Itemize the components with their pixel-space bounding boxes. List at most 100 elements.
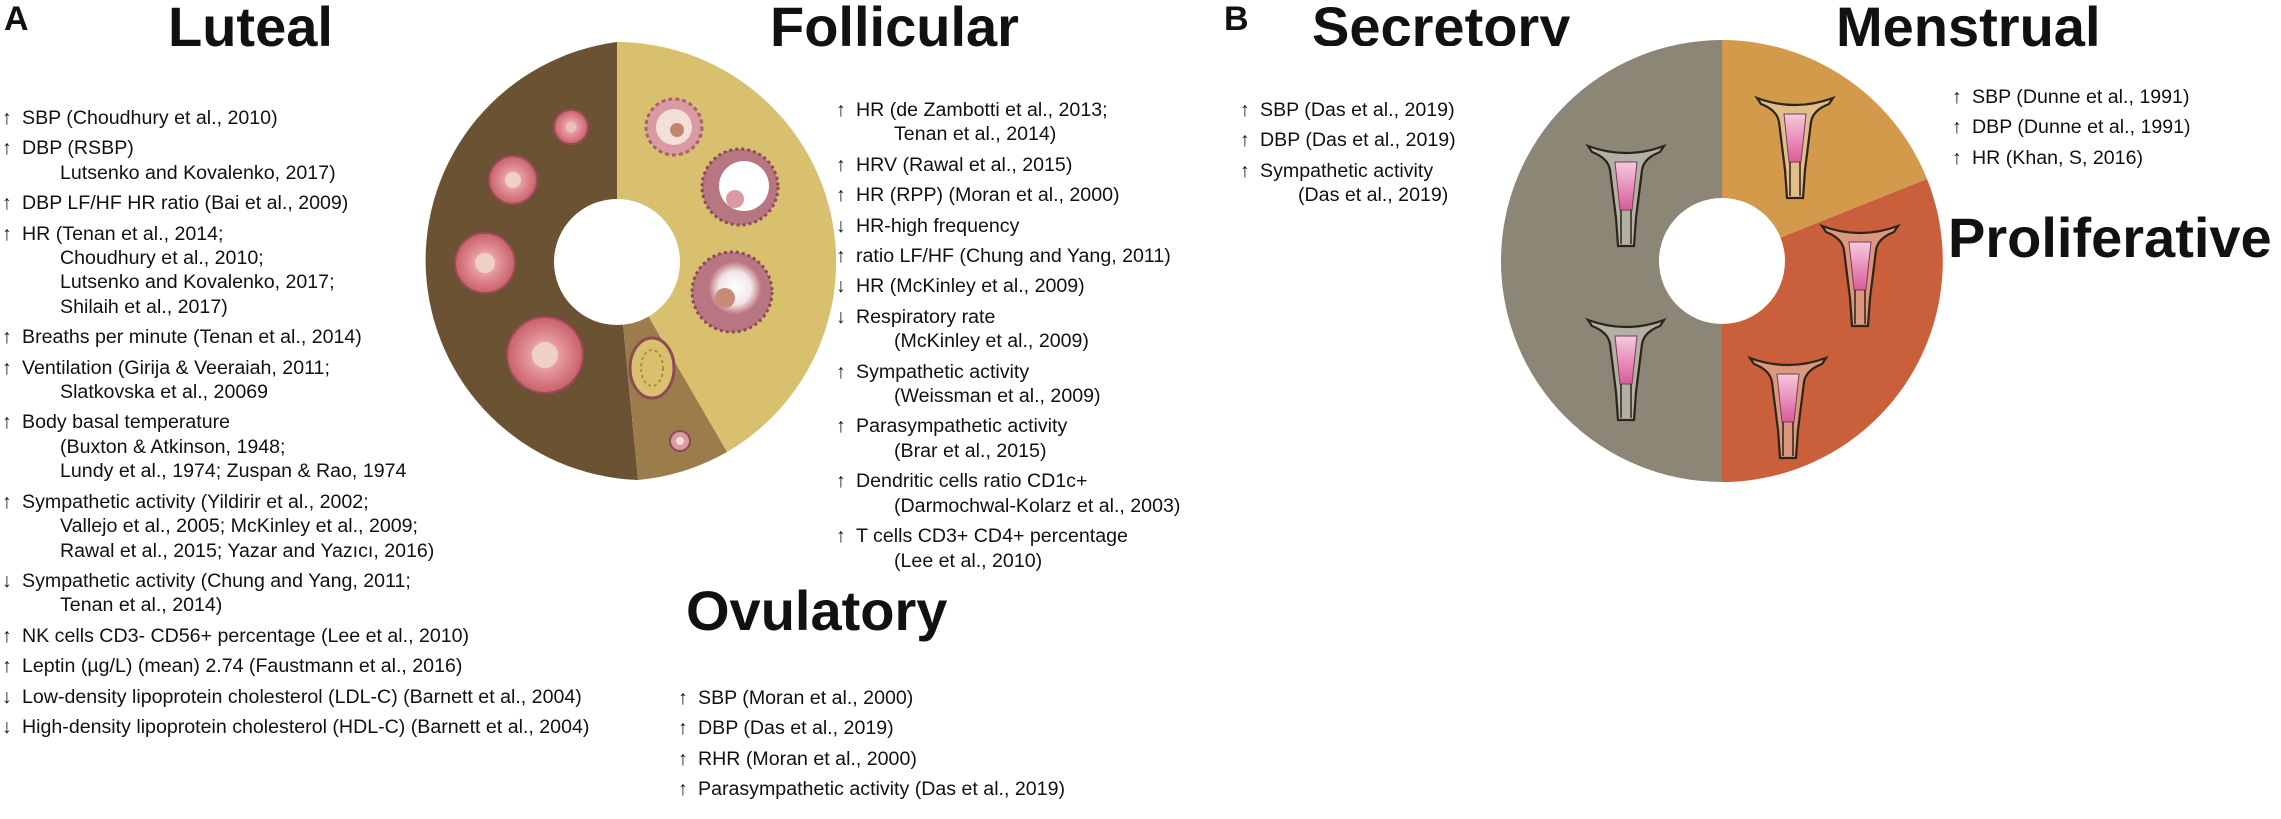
effect-line: ↓ Sympathetic activity (Chung and Yang, 2…: [2, 569, 589, 593]
effect-item: ↑ Leptin (µg/L) (mean) 2.74 (Faustmann et…: [2, 654, 589, 678]
ovulatory-title: Ovulatory: [686, 579, 948, 642]
effect-text: HR (RPP) (Moran et al., 2000): [856, 184, 1120, 207]
up-arrow-icon: ↑: [2, 107, 12, 129]
up-arrow-icon: ↑: [678, 687, 688, 709]
effect-item: ↑ HRV (Rawal et al., 2015): [836, 153, 1180, 177]
effect-item: ↑ NK cells CD3- CD56+ percentage (Lee et …: [2, 624, 589, 648]
effect-text: Tenan et al., 2014): [60, 594, 223, 617]
down-arrow-icon: ↓: [836, 275, 846, 298]
effect-item: ↑ Ventilation (Girija & Veeraiah, 2011; Sl…: [2, 356, 589, 405]
effect-line: ↓ High-density lipoprotein cholesterol (H…: [2, 715, 589, 739]
ovulated-follicle-icon: [628, 336, 676, 400]
effect-text: Low-density lipoprotein cholesterol (LDL…: [22, 685, 582, 708]
effect-item: ↑ HR (Khan, S, 2016): [1952, 146, 2191, 170]
donut-hole: [554, 199, 680, 325]
up-arrow-icon: ↑: [836, 245, 846, 268]
effect-text: High-density lipoprotein cholesterol (HD…: [22, 715, 590, 738]
effect-text: Slatkovska et al., 20069: [60, 381, 269, 404]
effect-line-continued: (Buxton & Atkinson, 1948;: [2, 435, 589, 459]
luteal-title: Luteal: [168, 0, 333, 58]
effect-line-continued: Rawal et al., 2015; Yazar and Yazıcı, 20…: [2, 539, 589, 563]
up-arrow-icon: ↑: [836, 99, 846, 121]
up-arrow-icon: ↑: [2, 490, 12, 513]
effect-text: SBP (Choudhury et al., 2010): [22, 107, 278, 129]
effect-line: ↓ Respiratory rate: [836, 305, 1180, 329]
effect-text: Lutsenko and Kovalenko, 2017;: [60, 271, 335, 294]
effect-line: ↑ HR (RPP) (Moran et al., 2000): [836, 183, 1180, 207]
effect-text: Ventilation (Girija & Veeraiah, 2011;: [22, 356, 330, 379]
effect-line: ↑ DBP (RSBP): [2, 136, 589, 160]
up-arrow-icon: ↑: [678, 747, 688, 770]
menstrual-segment: [1722, 40, 1927, 261]
up-arrow-icon: ↑: [836, 415, 846, 438]
up-arrow-icon: ↑: [836, 184, 846, 207]
effect-text: Vallejo et al., 2005; McKinley et al., 2…: [60, 515, 418, 538]
effect-line: ↑ Dendritic cells ratio CD1c+: [836, 469, 1180, 493]
effect-line-continued: Lutsenko and Kovalenko, 2017;: [2, 270, 589, 294]
effect-item: ↑ Sympathetic activity (Yildirir et al., …: [2, 490, 589, 563]
effect-line: ↑ DBP (Das et al., 2019): [1240, 128, 1456, 152]
effect-item: ↑ DBP (RSBP) Lutsenko and Kovalenko, 2017): [2, 136, 589, 185]
effect-text: DBP LF/HF HR ratio (Bai et al., 2009): [22, 192, 349, 215]
up-arrow-icon: ↑: [2, 222, 12, 245]
effect-item: ↑ SBP (Das et al., 2019): [1240, 98, 1456, 122]
effect-item: ↑ DBP (Das et al., 2019): [1240, 128, 1456, 152]
effect-text: DBP (Das et al., 2019): [698, 717, 894, 740]
effect-text: Sympathetic activity (Yildirir et al., 2…: [22, 490, 369, 513]
effect-text: Rawal et al., 2015; Yazar and Yazıcı, 20…: [60, 539, 435, 562]
effect-line-continued: (McKinley et al., 2009): [836, 329, 1180, 353]
secretory-title: Secretory: [1312, 0, 1571, 46]
effect-line: ↑ HRV (Rawal et al., 2015): [836, 153, 1180, 177]
up-arrow-icon: ↑: [678, 717, 688, 740]
effect-text: (Weissman et al., 2009): [894, 385, 1101, 408]
effect-item: ↑ HR (RPP) (Moran et al., 2000): [836, 183, 1180, 207]
donut-hole: [1659, 198, 1785, 324]
effect-text: HR (Tenan et al., 2014;: [22, 222, 224, 245]
effect-line-continued: (Darmochwal-Kolarz et al., 2003): [836, 494, 1180, 518]
up-arrow-icon: ↑: [836, 470, 846, 493]
effect-text: ratio LF/HF (Chung and Yang, 2011): [856, 245, 1171, 268]
effect-item: ↓ Low-density lipoprotein cholesterol (LD…: [2, 685, 589, 709]
secretory-list: ↑ SBP (Das et al., 2019) ↑ DBP (Das et al.,…: [1240, 98, 1456, 214]
effect-line-continued: (Das et al., 2019): [1240, 183, 1456, 207]
up-arrow-icon: ↑: [2, 192, 12, 215]
effect-text: (Darmochwal-Kolarz et al., 2003): [894, 494, 1181, 517]
effect-text: Breaths per minute (Tenan et al., 2014): [22, 326, 362, 349]
menstrual-title: Menstrual: [1836, 0, 2101, 58]
effect-text: Sympathetic activity (Chung and Yang, 20…: [22, 569, 411, 592]
up-arrow-icon: ↑: [836, 153, 846, 176]
effect-text: Parasympathetic activity (Das et al., 20…: [698, 778, 1065, 801]
effect-text: Lutsenko and Kovalenko, 2017): [60, 161, 336, 184]
effect-line-continued: Shilaih et al., 2017): [2, 295, 589, 319]
effect-text: (Lee et al., 2010): [894, 549, 1043, 572]
effect-item: ↑ Sympathetic activity (Das et al., 2019): [1240, 159, 1456, 208]
effect-line-continued: Choudhury et al., 2010;: [2, 246, 589, 270]
effect-line: ↑ DBP LF/HF HR ratio (Bai et al., 2009): [2, 191, 589, 215]
effect-text: Body basal temperature: [22, 411, 231, 434]
effect-line: ↑ HR (de Zambotti et al., 2013;: [836, 98, 1180, 122]
effect-line: ↑ Parasympathetic activity: [836, 414, 1180, 438]
effect-item: ↓ HR-high frequency: [836, 214, 1180, 238]
effect-text: Respiratory rate: [856, 305, 996, 328]
effect-text: HR-high frequency: [856, 214, 1020, 237]
up-arrow-icon: ↑: [1240, 159, 1250, 182]
panel-a-letter: A: [4, 0, 29, 38]
effect-text: (Brar et al., 2015): [894, 439, 1047, 462]
effect-text: (McKinley et al., 2009): [894, 330, 1089, 353]
effect-text: Sympathetic activity: [1260, 159, 1434, 182]
oocyte-icon: [669, 430, 691, 452]
effect-item: ↑ SBP (Moran et al., 2000): [678, 686, 1065, 710]
effect-item: ↑ HR (Tenan et al., 2014; Choudhury et al.…: [2, 222, 589, 320]
effect-item: ↑ SBP (Choudhury et al., 2010): [2, 106, 589, 130]
effect-text: Shilaih et al., 2017): [60, 295, 228, 318]
effect-line: ↑ Sympathetic activity: [836, 360, 1180, 384]
up-arrow-icon: ↑: [2, 655, 12, 678]
up-arrow-icon: ↑: [1952, 86, 1962, 108]
effect-line: ↑ DBP (Das et al., 2019): [678, 716, 1065, 740]
effect-item: ↑ DBP (Dunne et al., 1991): [1952, 115, 2191, 139]
effect-item: ↑ RHR (Moran et al., 2000): [678, 747, 1065, 771]
effect-text: Choudhury et al., 2010;: [60, 247, 264, 270]
up-arrow-icon: ↑: [1952, 146, 1962, 169]
effect-line-continued: Tenan et al., 2014): [836, 122, 1180, 146]
luteal-list: ↑ SBP (Choudhury et al., 2010) ↑ DBP (RSBP)…: [2, 106, 589, 745]
